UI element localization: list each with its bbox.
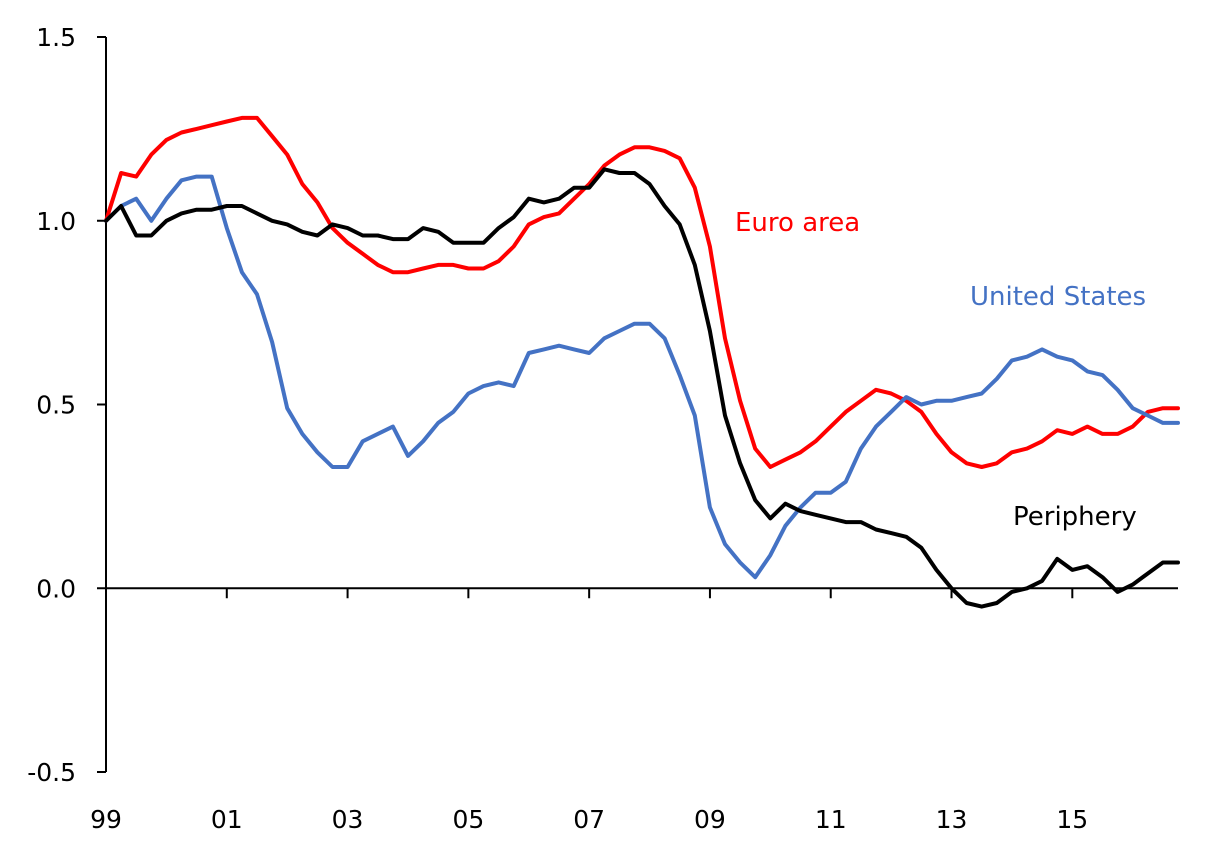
x-tick-label: 13 — [936, 805, 968, 834]
x-tick-label: 11 — [815, 805, 847, 834]
x-tick-label: 99 — [90, 805, 122, 834]
series-labels: Euro area United States Periphery — [735, 208, 1146, 532]
series-lines — [104, 115, 1180, 609]
y-tick-label: 1.0 — [36, 207, 76, 236]
series-label-united-states: United States — [970, 282, 1146, 312]
y-axis-ticks: 1.5 1.0 0.5 0.0 -0.5 — [27, 23, 106, 787]
x-tick-label: 03 — [332, 805, 364, 834]
series-label-periphery: Periphery — [1013, 502, 1137, 532]
y-tick-label: 0.5 — [36, 391, 76, 420]
x-tick-label: 01 — [211, 805, 243, 834]
x-tick-label: 07 — [573, 805, 605, 834]
x-tick-label: 09 — [694, 805, 726, 834]
x-tick-label: 15 — [1056, 805, 1088, 834]
x-axis-ticks: 99 01 03 05 07 09 11 13 15 — [90, 588, 1088, 834]
x-tick-label: 05 — [452, 805, 484, 834]
series-label-euro-area: Euro area — [735, 208, 860, 238]
y-tick-label: 1.5 — [36, 23, 76, 52]
y-tick-label: -0.5 — [27, 758, 76, 787]
y-tick-label: 0.0 — [36, 574, 76, 603]
series-line-united-states — [104, 174, 1180, 580]
series-line-periphery — [104, 167, 1180, 609]
series-line-euro-area — [104, 115, 1180, 469]
